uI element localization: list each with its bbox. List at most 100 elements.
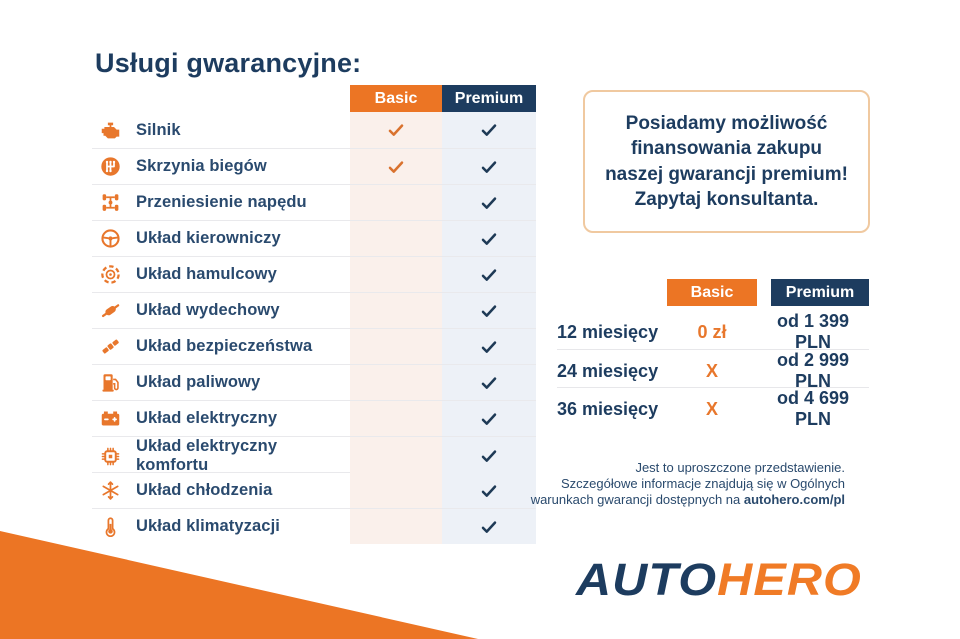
check-icon <box>480 410 498 428</box>
engine-icon <box>100 120 121 141</box>
table-row: Silnik <box>92 112 536 148</box>
basic-cell <box>350 112 442 148</box>
premium-cell <box>442 112 536 148</box>
table-row: Przeniesienie napędu <box>92 184 536 220</box>
autohero-logo: AUTOHERO <box>576 554 862 606</box>
basic-column-header: Basic <box>350 85 442 112</box>
basic-cell <box>350 185 442 220</box>
check-icon <box>480 482 498 500</box>
check-icon <box>480 338 498 356</box>
logo-part-hero: HERO <box>717 554 862 605</box>
check-icon <box>480 230 498 248</box>
check-icon <box>480 266 498 284</box>
drivetrain-icon <box>100 192 121 213</box>
seatbelt-icon <box>100 336 121 357</box>
service-label: Układ paliwowy <box>136 373 261 391</box>
check-icon <box>480 518 498 536</box>
service-label: Układ bezpieczeństwa <box>136 337 313 355</box>
basic-cell <box>350 365 442 400</box>
service-label: Układ elektryczny <box>136 409 278 427</box>
pricing-row: 24 miesięcy X od 2 999 PLN <box>557 349 869 391</box>
brake-disc-icon <box>100 264 121 285</box>
table-row: Układ elektryczny <box>92 400 536 436</box>
pricing-table: Basic Premium 12 miesięcy 0 zł od 1 399 … <box>557 279 869 429</box>
service-label: Silnik <box>136 120 181 139</box>
pricing-basic-header: Basic <box>667 279 757 306</box>
service-label: Układ wydechowy <box>136 301 280 319</box>
legal-footnote: Jest to uproszczone przedstawienie. Szcz… <box>531 460 845 508</box>
table-row: Układ hamulcowy <box>92 256 536 292</box>
table-row: Układ chłodzenia <box>92 472 536 508</box>
pricing-premium-value: od 2 999 PLN <box>776 350 850 391</box>
premium-cell <box>442 329 536 364</box>
orange-wedge-decoration <box>0 531 478 639</box>
service-label: Skrzynia biegów <box>136 157 267 175</box>
table-row: Skrzynia biegów <box>92 148 536 184</box>
service-label: Układ hamulcowy <box>136 265 277 283</box>
service-label: Układ elektryczny komfortu <box>136 437 278 474</box>
financing-promo-box: Posiadamy możliwość finansowania zakupu … <box>583 90 870 233</box>
basic-cell <box>350 329 442 364</box>
check-icon <box>480 374 498 392</box>
service-label: Przeniesienie napędu <box>136 193 307 211</box>
table-row: Układ wydechowy <box>92 292 536 328</box>
basic-cell <box>350 401 442 436</box>
pricing-premium-header: Premium <box>771 279 869 306</box>
pricing-row: 12 miesięcy 0 zł od 1 399 PLN <box>557 311 869 352</box>
basic-cell <box>350 257 442 292</box>
premium-cell <box>442 437 536 475</box>
check-icon <box>480 158 498 176</box>
basic-cell <box>350 149 442 184</box>
service-label: Układ kierowniczy <box>136 229 281 247</box>
services-table-header: Basic Premium <box>92 85 536 112</box>
table-row: Układ klimatyzacji <box>92 508 536 544</box>
premium-cell <box>442 257 536 292</box>
promo-text: Posiadamy możliwość finansowania zakupu … <box>605 112 848 210</box>
premium-column-header: Premium <box>442 85 536 112</box>
footnote-line: Jest to uproszczone przedstawienie. <box>635 460 845 475</box>
basic-cell <box>350 473 442 508</box>
check-icon <box>387 158 405 176</box>
pricing-premium-value: od 4 699 PLN <box>776 388 850 429</box>
pricing-row: 36 miesięcy X od 4 699 PLN <box>557 387 869 429</box>
basic-cell <box>350 221 442 256</box>
check-icon <box>387 121 405 139</box>
premium-cell <box>442 401 536 436</box>
service-label: Układ klimatyzacji <box>136 517 280 535</box>
pricing-basic-value: 0 zł <box>697 321 727 342</box>
footnote-line: warunkach gwarancji dostępnych na autohe… <box>530 491 845 507</box>
basic-cell <box>350 293 442 328</box>
steering-wheel-icon <box>100 228 121 249</box>
check-icon <box>480 302 498 320</box>
check-icon <box>480 121 498 139</box>
premium-cell <box>442 473 536 508</box>
pricing-table-header: Basic Premium <box>557 279 869 306</box>
check-icon <box>480 194 498 212</box>
premium-cell <box>442 221 536 256</box>
table-row: Układ bezpieczeństwa <box>92 328 536 364</box>
basic-cell <box>350 509 442 544</box>
exhaust-icon <box>100 300 121 321</box>
footnote-line: Szczegółowe informacje znajdują się w Og… <box>561 475 845 491</box>
pricing-period: 36 miesięcy <box>557 398 659 419</box>
service-label: Układ chłodzenia <box>136 481 273 499</box>
table-row: Układ elektryczny komfortu <box>92 436 536 475</box>
table-row: Układ kierowniczy <box>92 220 536 256</box>
chip-icon <box>100 446 121 467</box>
pricing-basic-value: X <box>705 360 718 381</box>
pricing-basic-value: X <box>705 398 718 419</box>
snowflake-icon <box>100 480 121 501</box>
pricing-premium-value: od 1 399 PLN <box>776 311 850 352</box>
table-row: Układ paliwowy <box>92 364 536 400</box>
footnote-link: autohero.com/pl <box>743 491 845 507</box>
basic-cell <box>350 437 442 475</box>
logo-part-auto: AUTO <box>576 554 718 605</box>
gearbox-icon <box>100 156 121 177</box>
pricing-period: 12 miesięcy <box>557 321 659 342</box>
premium-cell <box>442 149 536 184</box>
check-icon <box>480 447 498 465</box>
thermometer-icon <box>100 516 121 537</box>
premium-cell <box>442 509 536 544</box>
premium-cell <box>442 185 536 220</box>
premium-cell <box>442 365 536 400</box>
